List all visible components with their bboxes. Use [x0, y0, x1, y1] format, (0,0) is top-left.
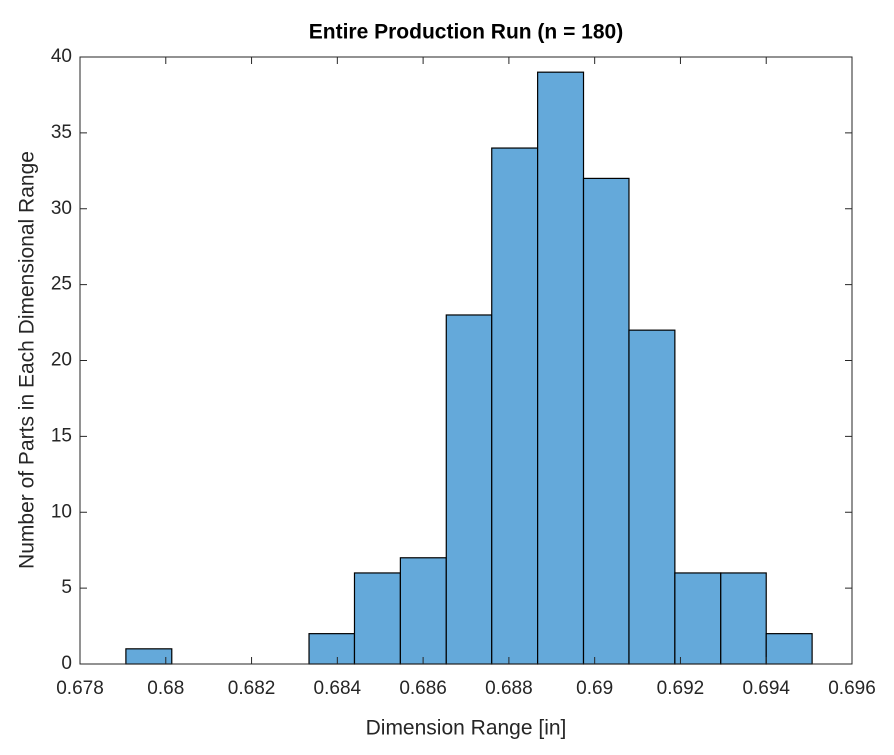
- y-tick-label: 15: [51, 425, 72, 446]
- bar: [399, 557, 447, 665]
- bar: [353, 572, 401, 665]
- y-axis-label: Number of Parts in Each Dimensional Rang…: [16, 151, 39, 569]
- x-tick-label: 0.682: [228, 678, 276, 699]
- x-tick-label: 0.692: [657, 678, 705, 699]
- chart-title: Entire Production Run (n = 180): [309, 21, 623, 44]
- x-tick-label: 0.696: [828, 678, 876, 699]
- bar: [674, 572, 722, 665]
- bar: [765, 633, 813, 665]
- y-tick-label: 30: [51, 198, 72, 219]
- bar: [308, 633, 356, 665]
- y-tick-label: 25: [51, 274, 72, 295]
- y-tick-label: 35: [51, 122, 72, 143]
- y-tick-label: 0: [61, 653, 72, 674]
- x-tick-label: 0.688: [485, 678, 533, 699]
- x-axis-label: Dimension Range [in]: [366, 717, 567, 740]
- bar: [582, 177, 630, 665]
- bar: [628, 329, 676, 665]
- bar: [720, 572, 767, 665]
- x-tick-label: 0.686: [399, 678, 447, 699]
- y-tick-label: 10: [51, 501, 72, 522]
- x-tick-label: 0.684: [314, 678, 362, 699]
- y-tick-label: 40: [51, 46, 72, 67]
- x-tick-label: 0.678: [56, 678, 104, 699]
- bar: [125, 648, 173, 665]
- x-tick-label: 0.68: [147, 678, 184, 699]
- y-tick-label: 5: [61, 577, 72, 598]
- bar: [491, 147, 539, 665]
- bar: [445, 314, 493, 665]
- x-tick-label: 0.69: [576, 678, 613, 699]
- y-tick-label: 20: [51, 350, 72, 371]
- x-tick-label: 0.694: [742, 678, 790, 699]
- bar: [537, 71, 585, 665]
